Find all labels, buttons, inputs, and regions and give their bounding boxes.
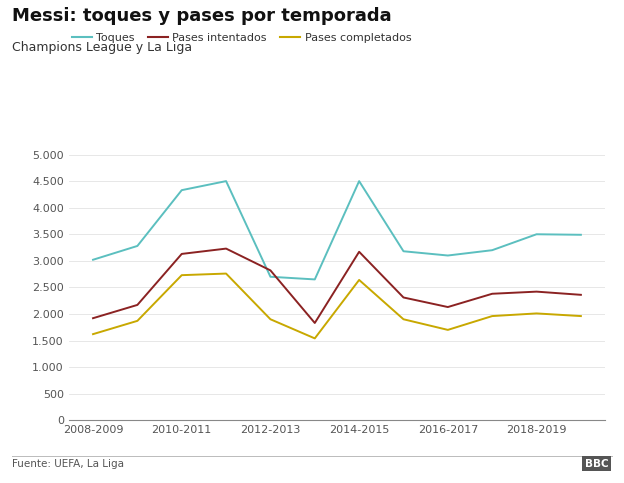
Text: Champions League y La Liga: Champions League y La Liga [12, 41, 193, 54]
Text: Fuente: UEFA, La Liga: Fuente: UEFA, La Liga [12, 459, 124, 469]
Text: Messi: toques y pases por temporada: Messi: toques y pases por temporada [12, 7, 392, 25]
Text: BBC: BBC [585, 459, 608, 469]
Legend: Toques, Pases intentados, Pases completados: Toques, Pases intentados, Pases completa… [72, 33, 411, 43]
